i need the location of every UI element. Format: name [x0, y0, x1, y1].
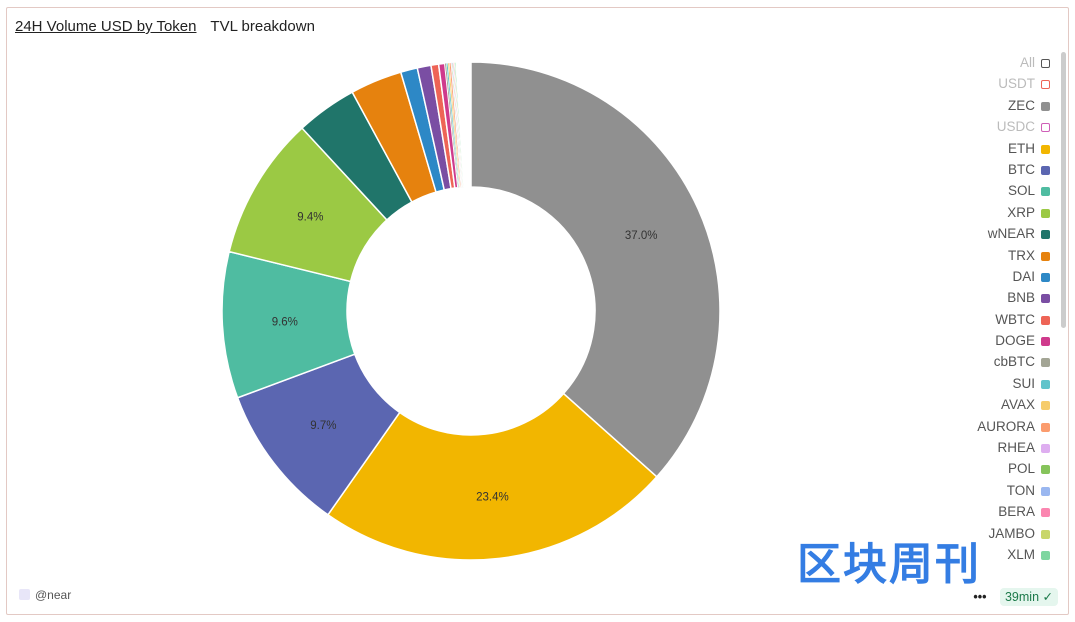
legend-label: RHEA [997, 440, 1035, 456]
legend-label: POL [1007, 461, 1035, 477]
legend-scrollbar[interactable] [1061, 52, 1066, 328]
legend-item-btc[interactable]: BTC [977, 159, 1050, 180]
legend-swatch [1041, 529, 1050, 539]
donut-chart: 37.0% 23.4% 9.7% 9.6% 9.4% [221, 61, 721, 561]
legend-item-all[interactable]: All [977, 52, 1050, 73]
legend-swatch [1041, 272, 1050, 282]
tab-bar: 24H Volume USD by Token TVL breakdown [15, 18, 325, 35]
legend-label: USDT [998, 76, 1035, 92]
legend-label: All [1019, 55, 1035, 70]
slice-label-btc: 9.7% [310, 420, 336, 432]
legend-swatch [1041, 123, 1050, 133]
legend-swatch [1041, 80, 1050, 90]
legend-label: TON [1006, 482, 1035, 498]
chart-panel: 24H Volume USD by Token TVL breakdown 37… [6, 7, 1069, 615]
legend-swatch [1041, 230, 1050, 240]
legend: All USDT ZEC USDC ETH BTC SOL XRP wNEAR TRX DAI BNB… [977, 52, 1050, 565]
slice-label-sol: 9.6% [272, 317, 298, 329]
legend-label: XLM [1007, 546, 1035, 562]
legend-label: wNEAR [987, 226, 1035, 242]
legend-label: SUI [1012, 375, 1035, 391]
slice-eth[interactable] [326, 392, 658, 561]
legend-swatch [1041, 379, 1050, 389]
legend-swatch [1041, 508, 1050, 518]
legend-swatch [1041, 315, 1050, 325]
legend-item-ton[interactable]: TON [977, 480, 1050, 501]
legend-label: ZEC [1008, 97, 1035, 113]
legend-label: AURORA [977, 418, 1035, 434]
slice-label-xrp: 9.4% [297, 211, 323, 223]
legend-item-doge[interactable]: DOGE [977, 330, 1050, 351]
slice-xlm[interactable] [454, 62, 464, 188]
legend-swatch [1041, 444, 1050, 454]
legend-label: SOL [1007, 183, 1035, 199]
legend-label: DOGE [995, 333, 1035, 349]
legend-item-zec[interactable]: ZEC [977, 95, 1050, 116]
legend-swatch [1041, 337, 1050, 347]
legend-label: AVAX [1000, 397, 1035, 413]
legend-swatch [1041, 550, 1050, 560]
legend-item-dai[interactable]: DAI [977, 266, 1050, 287]
slice-label-eth: 23.4% [476, 491, 509, 503]
legend-item-trx[interactable]: TRX [977, 245, 1050, 266]
legend-item-bera[interactable]: BERA [977, 501, 1050, 522]
legend-swatch [1041, 165, 1050, 175]
legend-swatch [1041, 144, 1050, 154]
legend-item-pol[interactable]: POL [977, 458, 1050, 479]
legend-item-sui[interactable]: SUI [977, 373, 1050, 394]
more-menu-button[interactable]: ••• [973, 590, 987, 604]
legend-label: BTC [1008, 161, 1035, 177]
legend-swatch [1041, 486, 1050, 496]
source-tag[interactable]: @near [19, 588, 71, 602]
legend-item-eth[interactable]: ETH [977, 138, 1050, 159]
legend-item-xlm[interactable]: XLM [977, 544, 1050, 565]
status-area: ••• 39min ✓ [973, 588, 1058, 606]
tab-tvl-breakdown[interactable]: TVL breakdown [210, 18, 315, 35]
legend-label: WBTC [995, 311, 1035, 327]
legend-label: ETH [1008, 140, 1035, 156]
legend-item-rhea[interactable]: RHEA [977, 437, 1050, 458]
legend-swatch [1041, 251, 1050, 261]
legend-item-avax[interactable]: AVAX [977, 394, 1050, 415]
legend-label: BNB [1007, 290, 1035, 306]
legend-item-usdt[interactable]: USDT [977, 73, 1050, 94]
freshness-badge: 39min ✓ [999, 588, 1058, 606]
legend-swatch [1041, 465, 1050, 475]
legend-swatch [1041, 422, 1050, 432]
legend-item-wbtc[interactable]: WBTC [977, 309, 1050, 330]
legend-swatch [1041, 358, 1050, 368]
legend-swatch [1041, 401, 1050, 411]
check-circle-icon: ✓ [1042, 590, 1053, 604]
legend-label: JAMBO [988, 525, 1035, 541]
legend-swatch [1041, 59, 1050, 68]
legend-item-jambo[interactable]: JAMBO [977, 523, 1050, 544]
slice-zec[interactable] [470, 61, 721, 478]
legend-label: cbBTC [993, 354, 1035, 370]
source-label: @near [35, 588, 72, 602]
legend-label: XRP [1007, 204, 1035, 220]
legend-item-usdc[interactable]: USDC [977, 116, 1050, 137]
slice-label-zec: 37.0% [625, 230, 658, 242]
legend-swatch [1041, 294, 1050, 304]
legend-label: USDC [996, 119, 1035, 135]
source-icon [19, 589, 30, 600]
freshness-label: 39min [1004, 590, 1040, 604]
legend-item-wnear[interactable]: wNEAR [977, 223, 1050, 244]
legend-item-sol[interactable]: SOL [977, 180, 1050, 201]
legend-swatch [1041, 187, 1050, 197]
legend-item-bnb[interactable]: BNB [977, 287, 1050, 308]
legend-swatch [1041, 101, 1050, 111]
legend-item-cbbtc[interactable]: cbBTC [977, 351, 1050, 372]
tab-24h-volume[interactable]: 24H Volume USD by Token [15, 18, 197, 35]
legend-item-aurora[interactable]: AURORA [977, 416, 1050, 437]
legend-label: TRX [1008, 247, 1035, 263]
legend-swatch [1041, 208, 1050, 218]
legend-label: BERA [998, 504, 1035, 520]
legend-item-xrp[interactable]: XRP [977, 202, 1050, 223]
legend-label: DAI [1012, 268, 1035, 284]
watermark: 区块周刊 [797, 540, 981, 589]
